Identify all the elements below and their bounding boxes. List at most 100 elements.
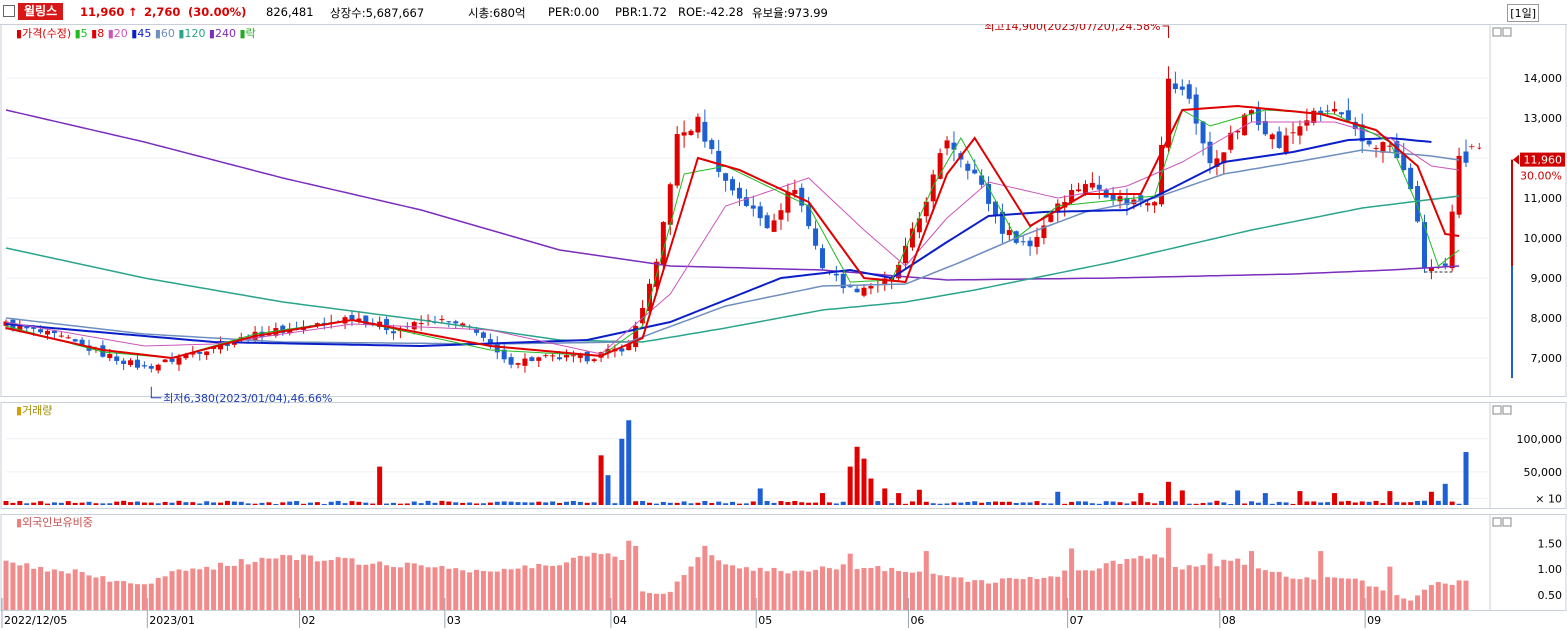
foreign-bar xyxy=(238,559,244,610)
close-icon xyxy=(1502,27,1512,37)
foreign-bar xyxy=(134,584,140,610)
candle-body xyxy=(660,222,666,265)
foreign-bar xyxy=(51,569,57,610)
candle-body xyxy=(1110,193,1116,200)
candle-body xyxy=(1345,110,1351,121)
volume-bar xyxy=(1269,503,1275,505)
candle-body xyxy=(861,287,867,296)
foreign-bar xyxy=(598,554,604,610)
candle-body xyxy=(38,329,44,333)
candle-body xyxy=(750,205,756,209)
foreign-bar xyxy=(785,573,791,610)
candle-body xyxy=(633,326,639,348)
price-tick-label: 9,000 xyxy=(1531,272,1563,285)
volume-bar xyxy=(1373,500,1379,505)
foreign-bar xyxy=(1456,580,1462,610)
volume-bar xyxy=(148,502,154,505)
volume-value: 826,481 xyxy=(266,5,314,19)
candle-body xyxy=(1359,124,1365,142)
retention-ratio: 유보율:973.99 xyxy=(752,6,828,20)
candle-body xyxy=(529,357,535,361)
volume-bar xyxy=(840,501,846,505)
select-checkbox[interactable] xyxy=(3,5,15,17)
foreign-bar xyxy=(792,570,798,610)
foreign-tick-label: 0.50 xyxy=(1538,589,1563,602)
maximize-icon xyxy=(1492,517,1502,527)
volume-bar xyxy=(750,501,756,505)
volume-bar xyxy=(107,503,113,505)
foreign-bar xyxy=(750,570,756,610)
candle-body xyxy=(640,307,646,324)
volume-bar xyxy=(916,489,922,505)
maximize-icon xyxy=(1492,405,1502,415)
volume-bar xyxy=(716,501,722,505)
foreign-bar xyxy=(640,591,646,610)
foreign-bar xyxy=(273,558,279,610)
price-legend: ▮가격(수정) ▮5 ▮8 ▮20 ▮45 ▮60 ▮120 ▮240 ▮락 xyxy=(16,25,256,41)
foreign-bar xyxy=(1463,580,1469,610)
candle-body xyxy=(183,354,189,359)
candle-body xyxy=(141,365,147,367)
stock-name[interactable]: 윌링스 xyxy=(18,3,64,20)
volume-panel: 100,000 50,000 × 10 xyxy=(3,420,1562,505)
foreign-bar xyxy=(619,560,625,610)
candle-body xyxy=(1311,110,1317,124)
x-tick-label: 07 xyxy=(1070,614,1084,627)
volume-bar xyxy=(301,503,307,505)
foreign-bar xyxy=(1117,564,1123,610)
candle-body xyxy=(515,363,521,365)
candle-body xyxy=(840,273,846,289)
volume-bar xyxy=(667,502,673,505)
candle-body xyxy=(1283,135,1289,153)
candle-body xyxy=(778,210,784,220)
volume-bar xyxy=(1207,502,1213,505)
volume-bar xyxy=(1062,503,1068,505)
candle-body xyxy=(896,264,902,279)
volume-bar xyxy=(1297,491,1303,505)
foreign-bar xyxy=(1366,586,1372,610)
volume-bar xyxy=(688,503,694,505)
volume-bar xyxy=(1380,503,1386,505)
candle-body xyxy=(771,220,777,232)
foreign-bar xyxy=(778,571,784,610)
candle-body xyxy=(114,356,120,361)
candle-body xyxy=(702,121,708,142)
volume-bar xyxy=(494,501,500,505)
volume-bar xyxy=(1262,493,1268,505)
foreign-bar xyxy=(1207,553,1213,610)
foreign-bar xyxy=(1186,565,1192,610)
volume-bar xyxy=(1048,503,1054,505)
volume-bar xyxy=(162,501,168,505)
stock-chart[interactable]: 7,0008,0009,00010,00011,00012,00013,0001… xyxy=(0,24,1567,630)
up-arrow-icon: ↑ xyxy=(128,5,138,19)
volume-bar xyxy=(1006,501,1012,505)
candle-body xyxy=(536,357,542,361)
foreign-bar xyxy=(1449,584,1455,610)
close-icon xyxy=(1502,405,1512,415)
foreign-bar xyxy=(847,553,853,610)
foreign-bar xyxy=(1269,571,1275,610)
volume-bar xyxy=(771,502,777,505)
candle-body xyxy=(1442,263,1448,266)
volume-bar xyxy=(584,502,590,505)
volume-bar xyxy=(695,502,701,505)
x-tick-label: 2023/01 xyxy=(149,614,195,627)
foreign-bar xyxy=(723,564,729,610)
volume-bar xyxy=(141,502,147,505)
candle-body xyxy=(688,130,694,135)
ma120-line xyxy=(5,195,1460,343)
price-change: 2,760 xyxy=(144,5,181,19)
foreign-bar xyxy=(605,553,611,610)
candle-body xyxy=(1138,195,1144,202)
foreign-bar xyxy=(1352,578,1358,610)
volume-bar xyxy=(563,501,569,505)
volume-bar xyxy=(896,493,902,505)
volume-bar xyxy=(86,501,92,505)
period-selector[interactable]: [1일] xyxy=(1507,4,1539,22)
candle-body xyxy=(24,326,30,329)
candle-body xyxy=(1338,112,1344,115)
x-tick-label: 03 xyxy=(447,614,461,627)
volume-bar xyxy=(1138,493,1144,505)
volume-bar xyxy=(743,503,749,505)
foreign-bar xyxy=(1159,557,1165,610)
